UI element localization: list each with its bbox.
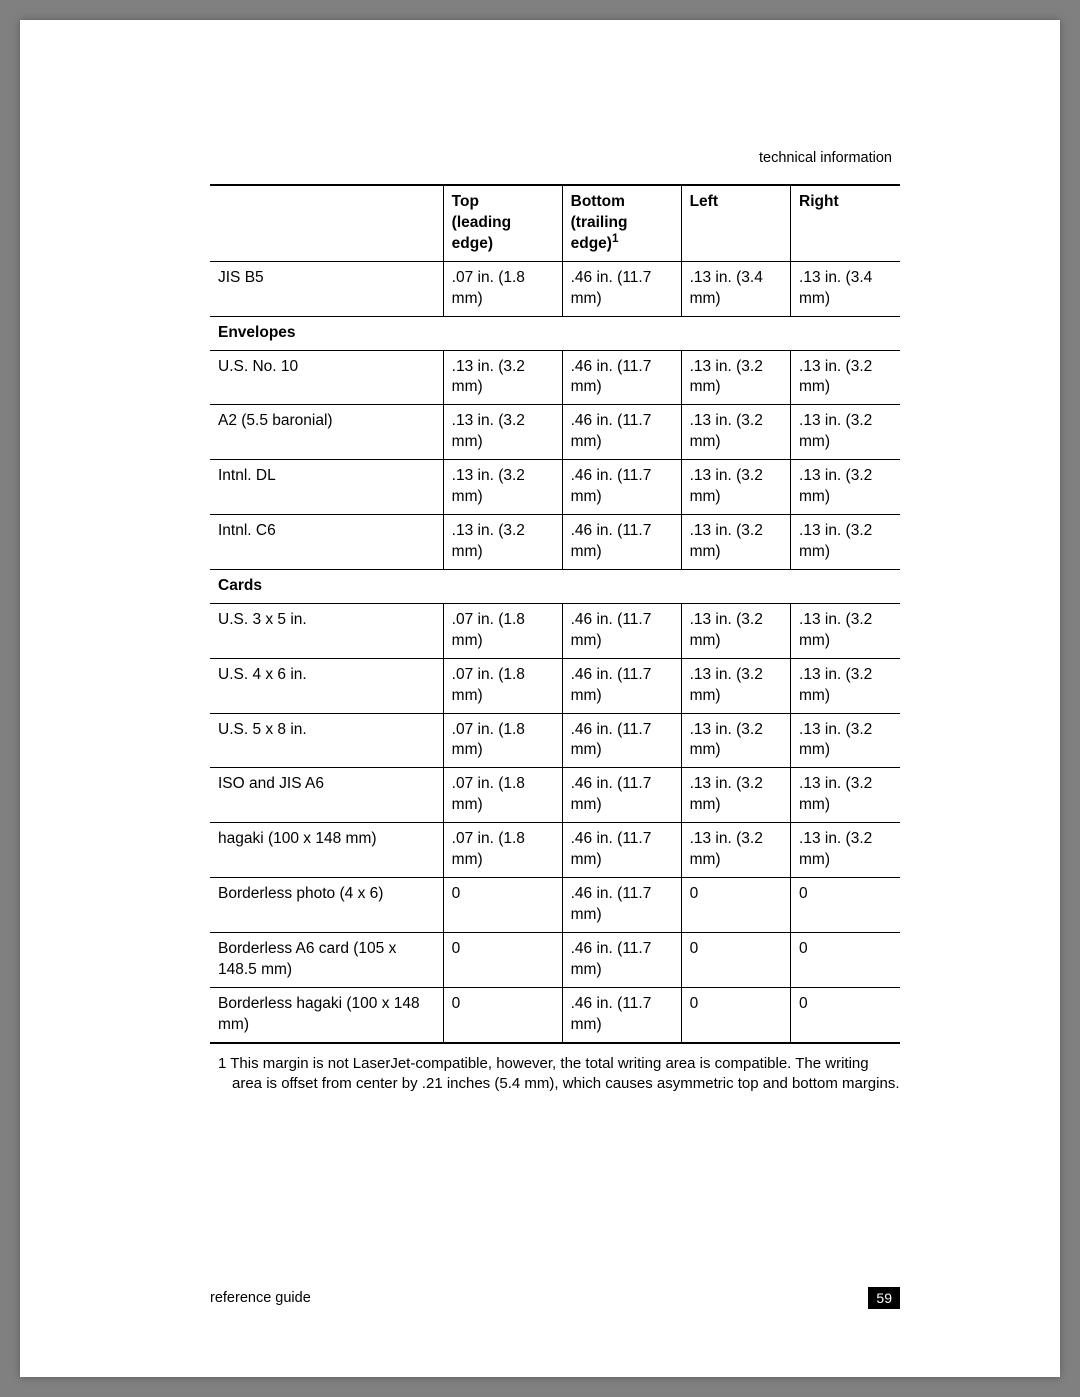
- table-section-row: Envelopes: [210, 316, 900, 350]
- table-cell: .13 in. (3.2 mm): [443, 350, 562, 405]
- table-cell: 0: [443, 987, 562, 1042]
- table-cell: Borderless A6 card (105 x 148.5 mm): [210, 932, 443, 987]
- column-header: Left: [681, 185, 790, 261]
- table-cell: 0: [791, 878, 900, 933]
- table-row: U.S. 5 x 8 in..07 in. (1.8 mm).46 in. (1…: [210, 713, 900, 768]
- margins-table: Top(leading edge)Bottom(trailing edge)1L…: [210, 184, 900, 1044]
- table-row: Borderless photo (4 x 6)0.46 in. (11.7 m…: [210, 878, 900, 933]
- table-cell: .13 in. (3.2 mm): [791, 405, 900, 460]
- page-footer: reference guide 59: [210, 1287, 900, 1309]
- table-cell: .46 in. (11.7 mm): [562, 350, 681, 405]
- table-cell: .07 in. (1.8 mm): [443, 658, 562, 713]
- table-cell: .46 in. (11.7 mm): [562, 878, 681, 933]
- table-cell: .07 in. (1.8 mm): [443, 768, 562, 823]
- table-cell: .07 in. (1.8 mm): [443, 603, 562, 658]
- table-cell: Intnl. C6: [210, 515, 443, 570]
- column-header: Top(leading edge): [443, 185, 562, 261]
- table-cell: U.S. 3 x 5 in.: [210, 603, 443, 658]
- table-header: Top(leading edge)Bottom(trailing edge)1L…: [210, 185, 900, 261]
- footnote: 1 This margin is not LaserJet-compatible…: [210, 1054, 900, 1095]
- table-cell: .13 in. (3.2 mm): [791, 658, 900, 713]
- table-cell: .13 in. (3.2 mm): [443, 405, 562, 460]
- table-cell: U.S. No. 10: [210, 350, 443, 405]
- table-row: U.S. No. 10.13 in. (3.2 mm).46 in. (11.7…: [210, 350, 900, 405]
- table-cell: 0: [681, 987, 790, 1042]
- table-cell: .46 in. (11.7 mm): [562, 460, 681, 515]
- column-header: Right: [791, 185, 900, 261]
- table-cell: 0: [791, 932, 900, 987]
- table-row: Intnl. DL.13 in. (3.2 mm).46 in. (11.7 m…: [210, 460, 900, 515]
- table-row: Intnl. C6.13 in. (3.2 mm).46 in. (11.7 m…: [210, 515, 900, 570]
- table-cell: .13 in. (3.4 mm): [791, 261, 900, 316]
- table-row: Borderless A6 card (105 x 148.5 mm)0.46 …: [210, 932, 900, 987]
- table-cell: .46 in. (11.7 mm): [562, 932, 681, 987]
- table-cell: Intnl. DL: [210, 460, 443, 515]
- column-header: [210, 185, 443, 261]
- table-section-row: Cards: [210, 569, 900, 603]
- table-row: A2 (5.5 baronial).13 in. (3.2 mm).46 in.…: [210, 405, 900, 460]
- table-cell: .13 in. (3.2 mm): [791, 460, 900, 515]
- section-header: technical information: [210, 150, 900, 166]
- table-cell: ISO and JIS A6: [210, 768, 443, 823]
- table-cell: .46 in. (11.7 mm): [562, 823, 681, 878]
- table-row: Borderless hagaki (100 x 148 mm)0.46 in.…: [210, 987, 900, 1042]
- table-cell: .46 in. (11.7 mm): [562, 987, 681, 1042]
- table-cell: 0: [443, 878, 562, 933]
- table-cell: .13 in. (3.2 mm): [443, 515, 562, 570]
- table-cell: .13 in. (3.2 mm): [791, 350, 900, 405]
- table-row: ISO and JIS A6.07 in. (1.8 mm).46 in. (1…: [210, 768, 900, 823]
- table-cell: A2 (5.5 baronial): [210, 405, 443, 460]
- section-label: Envelopes: [210, 316, 900, 350]
- footnote-text: This margin is not LaserJet-compatible, …: [230, 1055, 899, 1092]
- table-cell: .46 in. (11.7 mm): [562, 658, 681, 713]
- table-cell: .13 in. (3.2 mm): [791, 713, 900, 768]
- table-cell: .13 in. (3.2 mm): [681, 713, 790, 768]
- table-cell: 0: [443, 932, 562, 987]
- table-cell: .13 in. (3.2 mm): [681, 823, 790, 878]
- table-cell: .13 in. (3.2 mm): [681, 460, 790, 515]
- table-cell: .13 in. (3.2 mm): [791, 768, 900, 823]
- table-row: U.S. 4 x 6 in..07 in. (1.8 mm).46 in. (1…: [210, 658, 900, 713]
- table-cell: .46 in. (11.7 mm): [562, 768, 681, 823]
- table-row: hagaki (100 x 148 mm).07 in. (1.8 mm).46…: [210, 823, 900, 878]
- table-cell: .13 in. (3.4 mm): [681, 261, 790, 316]
- table-cell: 0: [791, 987, 900, 1042]
- table-row: U.S. 3 x 5 in..07 in. (1.8 mm).46 in. (1…: [210, 603, 900, 658]
- column-header: Bottom(trailing edge)1: [562, 185, 681, 261]
- table-cell: hagaki (100 x 148 mm): [210, 823, 443, 878]
- table-cell: .13 in. (3.2 mm): [791, 823, 900, 878]
- table-cell: .46 in. (11.7 mm): [562, 405, 681, 460]
- table-cell: .13 in. (3.2 mm): [443, 460, 562, 515]
- table-cell: .13 in. (3.2 mm): [681, 768, 790, 823]
- table-cell: .46 in. (11.7 mm): [562, 515, 681, 570]
- table-body: JIS B5.07 in. (1.8 mm).46 in. (11.7 mm).…: [210, 261, 900, 1042]
- table-cell: .46 in. (11.7 mm): [562, 603, 681, 658]
- section-label: Cards: [210, 569, 900, 603]
- table-cell: .13 in. (3.2 mm): [681, 350, 790, 405]
- table-cell: .13 in. (3.2 mm): [681, 515, 790, 570]
- footer-left-text: reference guide: [210, 1290, 311, 1306]
- table-cell: .13 in. (3.2 mm): [681, 658, 790, 713]
- table-cell: .13 in. (3.2 mm): [681, 405, 790, 460]
- footnote-marker: 1: [218, 1055, 226, 1072]
- table-cell: .13 in. (3.2 mm): [681, 603, 790, 658]
- table-cell: .46 in. (11.7 mm): [562, 713, 681, 768]
- table-cell: .13 in. (3.2 mm): [791, 603, 900, 658]
- table-cell: Borderless hagaki (100 x 148 mm): [210, 987, 443, 1042]
- page-number: 59: [868, 1287, 900, 1309]
- table-cell: U.S. 5 x 8 in.: [210, 713, 443, 768]
- table-cell: .07 in. (1.8 mm): [443, 713, 562, 768]
- table-cell: 0: [681, 878, 790, 933]
- table-cell: 0: [681, 932, 790, 987]
- table-row: JIS B5.07 in. (1.8 mm).46 in. (11.7 mm).…: [210, 261, 900, 316]
- table-cell: .13 in. (3.2 mm): [791, 515, 900, 570]
- table-cell: U.S. 4 x 6 in.: [210, 658, 443, 713]
- table-cell: Borderless photo (4 x 6): [210, 878, 443, 933]
- table-cell: .46 in. (11.7 mm): [562, 261, 681, 316]
- table-cell: .07 in. (1.8 mm): [443, 823, 562, 878]
- table-cell: JIS B5: [210, 261, 443, 316]
- table-cell: .07 in. (1.8 mm): [443, 261, 562, 316]
- document-page: technical information Top(leading edge)B…: [20, 20, 1060, 1377]
